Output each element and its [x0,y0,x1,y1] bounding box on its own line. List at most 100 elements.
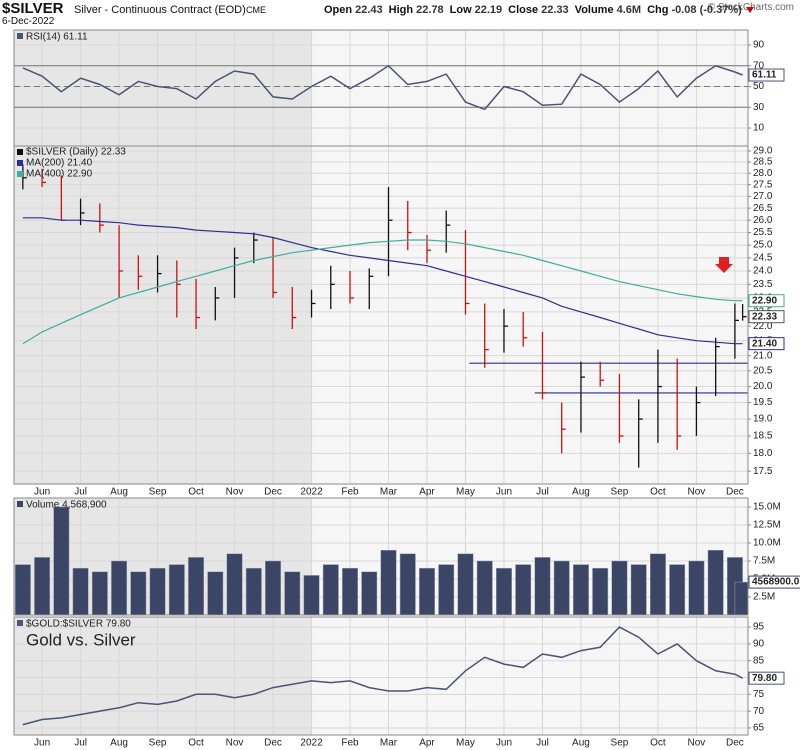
x-tick-label: 2022 [300,738,323,749]
x-tick-label: Mar [380,738,398,749]
line-series [22,64,743,111]
y-tick-label: 19.0 [753,414,773,425]
title-swatch [17,33,23,39]
panel-title: RSI(14) 61.11 [26,32,88,43]
volume-bar [53,506,70,616]
y-tick-label: 18.0 [753,448,773,459]
x-tick-label: Sep [611,487,629,498]
y-tick-label: 28.0 [753,168,773,179]
y-tick-label: 17.5 [753,466,773,477]
y-tick-label: 22.0 [753,321,773,332]
title-swatch [17,620,23,626]
volume-bar [380,549,397,616]
header: $SILVER Silver - Continuous Contract (EO… [0,0,800,28]
moving-average [22,217,743,345]
exchange: CME [246,5,266,15]
year-shading [14,146,312,484]
volume-bar [630,564,647,616]
x-tick-label: Nov [226,487,244,498]
x-tick-label: Nov [688,738,706,749]
last-value-box [748,68,785,82]
volume-bar [361,571,378,616]
y-tick-label: 27.5 [753,179,773,190]
x-tick-label: Nov [226,738,244,749]
x-tick-label: Jun [496,738,512,749]
quote-value: 22.78 [416,4,444,16]
x-tick-label: Dec [264,738,282,749]
volume-bar [669,564,686,616]
volume-bar [322,564,339,616]
x-tick-label: Sep [611,738,629,749]
y-tick-label: 70 [753,706,765,717]
y-tick-label: 18.5 [753,431,773,442]
volume-bar [34,557,51,616]
volume-bar [438,564,455,616]
symbol: $SILVER [2,0,64,17]
x-tick-label: Dec [726,487,744,498]
last-value-label: 4568900.0 [752,577,800,588]
x-tick-label: Jun [34,487,50,498]
volume-bar [515,564,532,616]
last-value-box [748,671,785,685]
year-shading [14,617,312,735]
quote-label: Chg [647,4,669,16]
legend-swatch [17,171,23,177]
y-tick-label: 20.0 [753,381,773,392]
x-tick-label: Oct [650,738,666,749]
last-value-box [748,337,785,351]
x-tick-label: Jul [74,738,87,749]
quote: Open 22.43 High 22.78 Low 22.19 Close 22.33 Volu… [318,4,754,16]
x-tick-label: Oct [188,487,204,498]
y-tick-label: 50 [753,81,765,92]
y-tick-label: 95 [753,622,765,633]
quote-label: Close [508,4,539,16]
change-icon [745,7,754,13]
y-tick-label: 25.5 [753,227,773,238]
y-tick-label: 12.5M [753,520,781,531]
x-tick-label: Aug [572,487,590,498]
x-tick-label: May [456,738,475,749]
y-tick-label: 25.0 [753,240,773,251]
y-tick-label: 28.5 [753,157,773,168]
date: 6-Dec-2022 [2,16,55,27]
quote-label: Open [324,4,353,16]
y-tick-label: 30 [753,102,765,113]
quote-value: 22.19 [474,4,503,16]
x-tick-label: Nov [688,487,706,498]
volume-bar [496,567,512,616]
last-value-box [748,310,785,324]
panel-title: $GOLD:$SILVER 79.80 [26,619,131,630]
legend-entry: $SILVER (Daily) 22.33 [26,147,126,158]
x-tick-label: Jun [496,487,512,498]
volume-bar [149,567,166,616]
last-value-label: 79.80 [752,673,777,684]
x-tick-label: May [456,487,475,498]
volume-bar [342,567,358,616]
volume-bar [734,581,749,616]
x-tick-label: Jul [74,487,87,498]
last-value-box [748,294,785,308]
x-tick-label: Aug [110,487,128,498]
x-tick-label: Jun [34,738,50,749]
x-tick-label: Apr [419,487,435,498]
last-value-label: 22.33 [752,311,777,322]
y-tick-label: 10.0M [753,538,781,549]
y-tick-label: 20.5 [753,366,773,377]
line-series [22,626,743,726]
volume-bar [688,560,705,616]
y-tick-label: 24.0 [753,266,773,277]
panel-title: Volume 4,568,900 [26,500,107,511]
y-tick-label: 90 [753,40,765,51]
panel-border [13,497,749,616]
y-tick-label: 29.0 [753,146,773,157]
x-tick-label: Aug [110,738,128,749]
volume-bar [245,567,262,616]
legend-swatch [17,149,23,155]
instrument-name: Silver - Continuous Contract (EOD) [74,4,246,16]
quote-value: 4.6M [616,4,642,16]
quote-label: Volume [574,4,614,16]
quote-value: 22.43 [355,4,383,16]
y-tick-label: 7.5M [753,556,775,567]
title-swatch [17,501,23,507]
x-tick-label: Jul [536,738,549,749]
